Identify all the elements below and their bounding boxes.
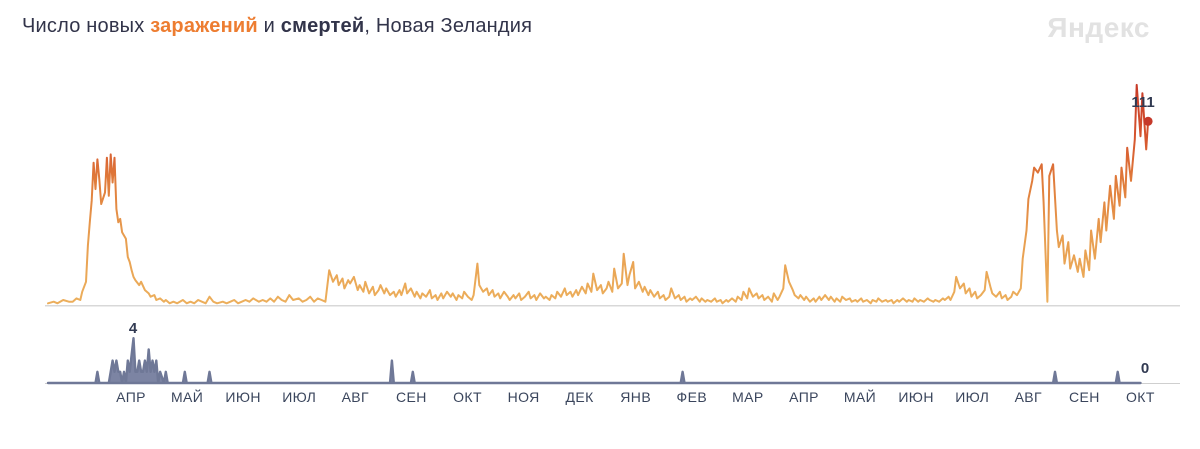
- month-label-5: АВГ: [341, 389, 370, 405]
- month-label-12: МАР: [732, 389, 764, 405]
- month-label-14: МАЙ: [843, 389, 877, 405]
- title-deaths-word: смертей: [280, 15, 365, 37]
- month-label-9: ДЕК: [565, 389, 594, 405]
- month-label-19: ОКТ: [1125, 389, 1155, 405]
- month-label-3: ИЮН: [225, 389, 261, 405]
- infections-line: [47, 83, 1150, 305]
- deaths-latest-value-label: 0: [1140, 360, 1150, 377]
- month-label-17: АВГ: [1014, 389, 1043, 405]
- month-label-2: МАЙ: [170, 389, 204, 405]
- month-label-4: ИЮЛ: [282, 389, 317, 405]
- yandex-logo[interactable]: Яндекс: [1047, 12, 1150, 43]
- month-label-8: НОЯ: [507, 389, 540, 405]
- infections-latest-value-label: 111: [1131, 94, 1155, 111]
- deaths-peak-value-label: 4: [128, 320, 138, 337]
- month-label-6: СЕН: [396, 389, 427, 405]
- month-label-15: ИЮН: [898, 389, 934, 405]
- month-label-1: АПР: [116, 389, 146, 405]
- month-label-18: СЕН: [1069, 389, 1100, 405]
- infections-end-dot: [1143, 116, 1153, 126]
- month-label-11: ФЕВ: [676, 389, 708, 405]
- month-label-13: АПР: [789, 389, 819, 405]
- page-title: Число новых заражений и смертей, Новая З…: [22, 15, 532, 38]
- month-label-10: ЯНВ: [620, 389, 652, 405]
- title-prefix: Число новых: [22, 15, 151, 37]
- title-infections-word: заражений: [150, 15, 258, 37]
- deaths-area: [46, 337, 1142, 385]
- title-suffix: , Новая Зеландия: [364, 15, 533, 37]
- month-label-7: ОКТ: [453, 389, 482, 405]
- month-label-16: ИЮЛ: [955, 389, 990, 405]
- title-middle: и: [257, 15, 281, 37]
